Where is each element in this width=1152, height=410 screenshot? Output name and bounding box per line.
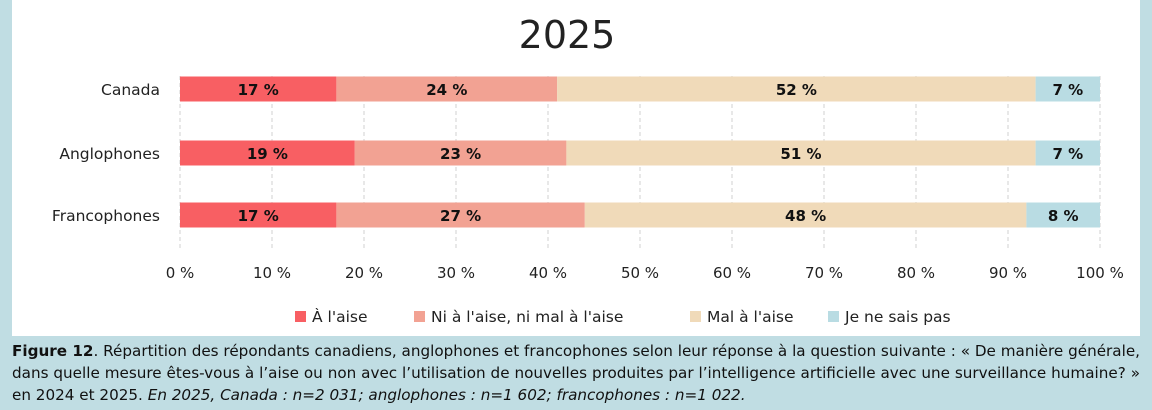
data-label: 7 %: [1052, 145, 1083, 163]
bar-segment: [180, 202, 337, 228]
legend-swatch: [295, 311, 306, 322]
chart-panel: 2025 0 % 10 % 20 % 30 % 40 % 50 % 60 % 70 % 80 % 9…: [12, 0, 1140, 336]
caption-text: . Répartition des répondants canadiens, …: [12, 342, 1140, 404]
caption-sample-sizes: En 2025, Canada : n=2 031; anglophones :…: [147, 386, 746, 404]
legend-label: Mal à l'aise: [707, 308, 794, 326]
x-tick-label: 80 %: [897, 264, 935, 282]
data-label: 52 %: [776, 81, 817, 99]
data-label: 48 %: [785, 207, 826, 225]
data-label: 19 %: [247, 145, 288, 163]
legend-swatch: [690, 311, 701, 322]
legend-label: À l'aise: [312, 307, 368, 326]
data-label: 51 %: [780, 145, 821, 163]
bar-segment: [180, 140, 355, 166]
category-label: Francophones: [52, 207, 160, 225]
x-tick-label: 40 %: [529, 264, 567, 282]
legend-label: Ni à l'aise, ni mal à l'aise: [431, 308, 623, 326]
data-label: 17 %: [238, 207, 279, 225]
data-label: 23 %: [440, 145, 481, 163]
chart-title: 2025: [519, 13, 616, 57]
x-tick-label: 10 %: [253, 264, 291, 282]
legend-swatch: [828, 311, 839, 322]
x-tick-label: 20 %: [345, 264, 383, 282]
stacked-bar-chart: 2025 0 % 10 % 20 % 30 % 40 % 50 % 60 % 70 % 80 % 9…: [52, 13, 1124, 326]
bar-segment: [1035, 76, 1100, 102]
bar-segment: [180, 76, 337, 102]
bar-segment: [336, 202, 585, 228]
data-label: 17 %: [238, 81, 279, 99]
category-label: Canada: [101, 81, 160, 99]
x-tick-label: 0 %: [166, 264, 195, 282]
data-label: 7 %: [1052, 81, 1083, 99]
x-tick-label: 60 %: [713, 264, 751, 282]
bar-segment: [566, 140, 1036, 166]
x-tick-label: 90 %: [989, 264, 1027, 282]
data-label: 8 %: [1048, 207, 1079, 225]
bar-segment: [336, 76, 558, 102]
data-label: 27 %: [440, 207, 481, 225]
x-tick-label: 30 %: [437, 264, 475, 282]
x-tick-label: 70 %: [805, 264, 843, 282]
x-tick-label: 50 %: [621, 264, 659, 282]
bar-segment: [1026, 202, 1100, 228]
figure-caption: Figure 12. Répartition des répondants ca…: [12, 340, 1140, 406]
legend-label: Je ne sais pas: [844, 308, 951, 326]
bar-segment: [354, 140, 567, 166]
bar-segment: [1035, 140, 1100, 166]
figure-label: Figure 12: [12, 342, 94, 360]
category-label: Anglophones: [59, 145, 160, 163]
legend-swatch: [414, 311, 425, 322]
x-tick-label: 100 %: [1076, 264, 1124, 282]
data-label: 24 %: [426, 81, 467, 99]
bar-segment: [584, 202, 1027, 228]
bar-segment: [557, 76, 1036, 102]
